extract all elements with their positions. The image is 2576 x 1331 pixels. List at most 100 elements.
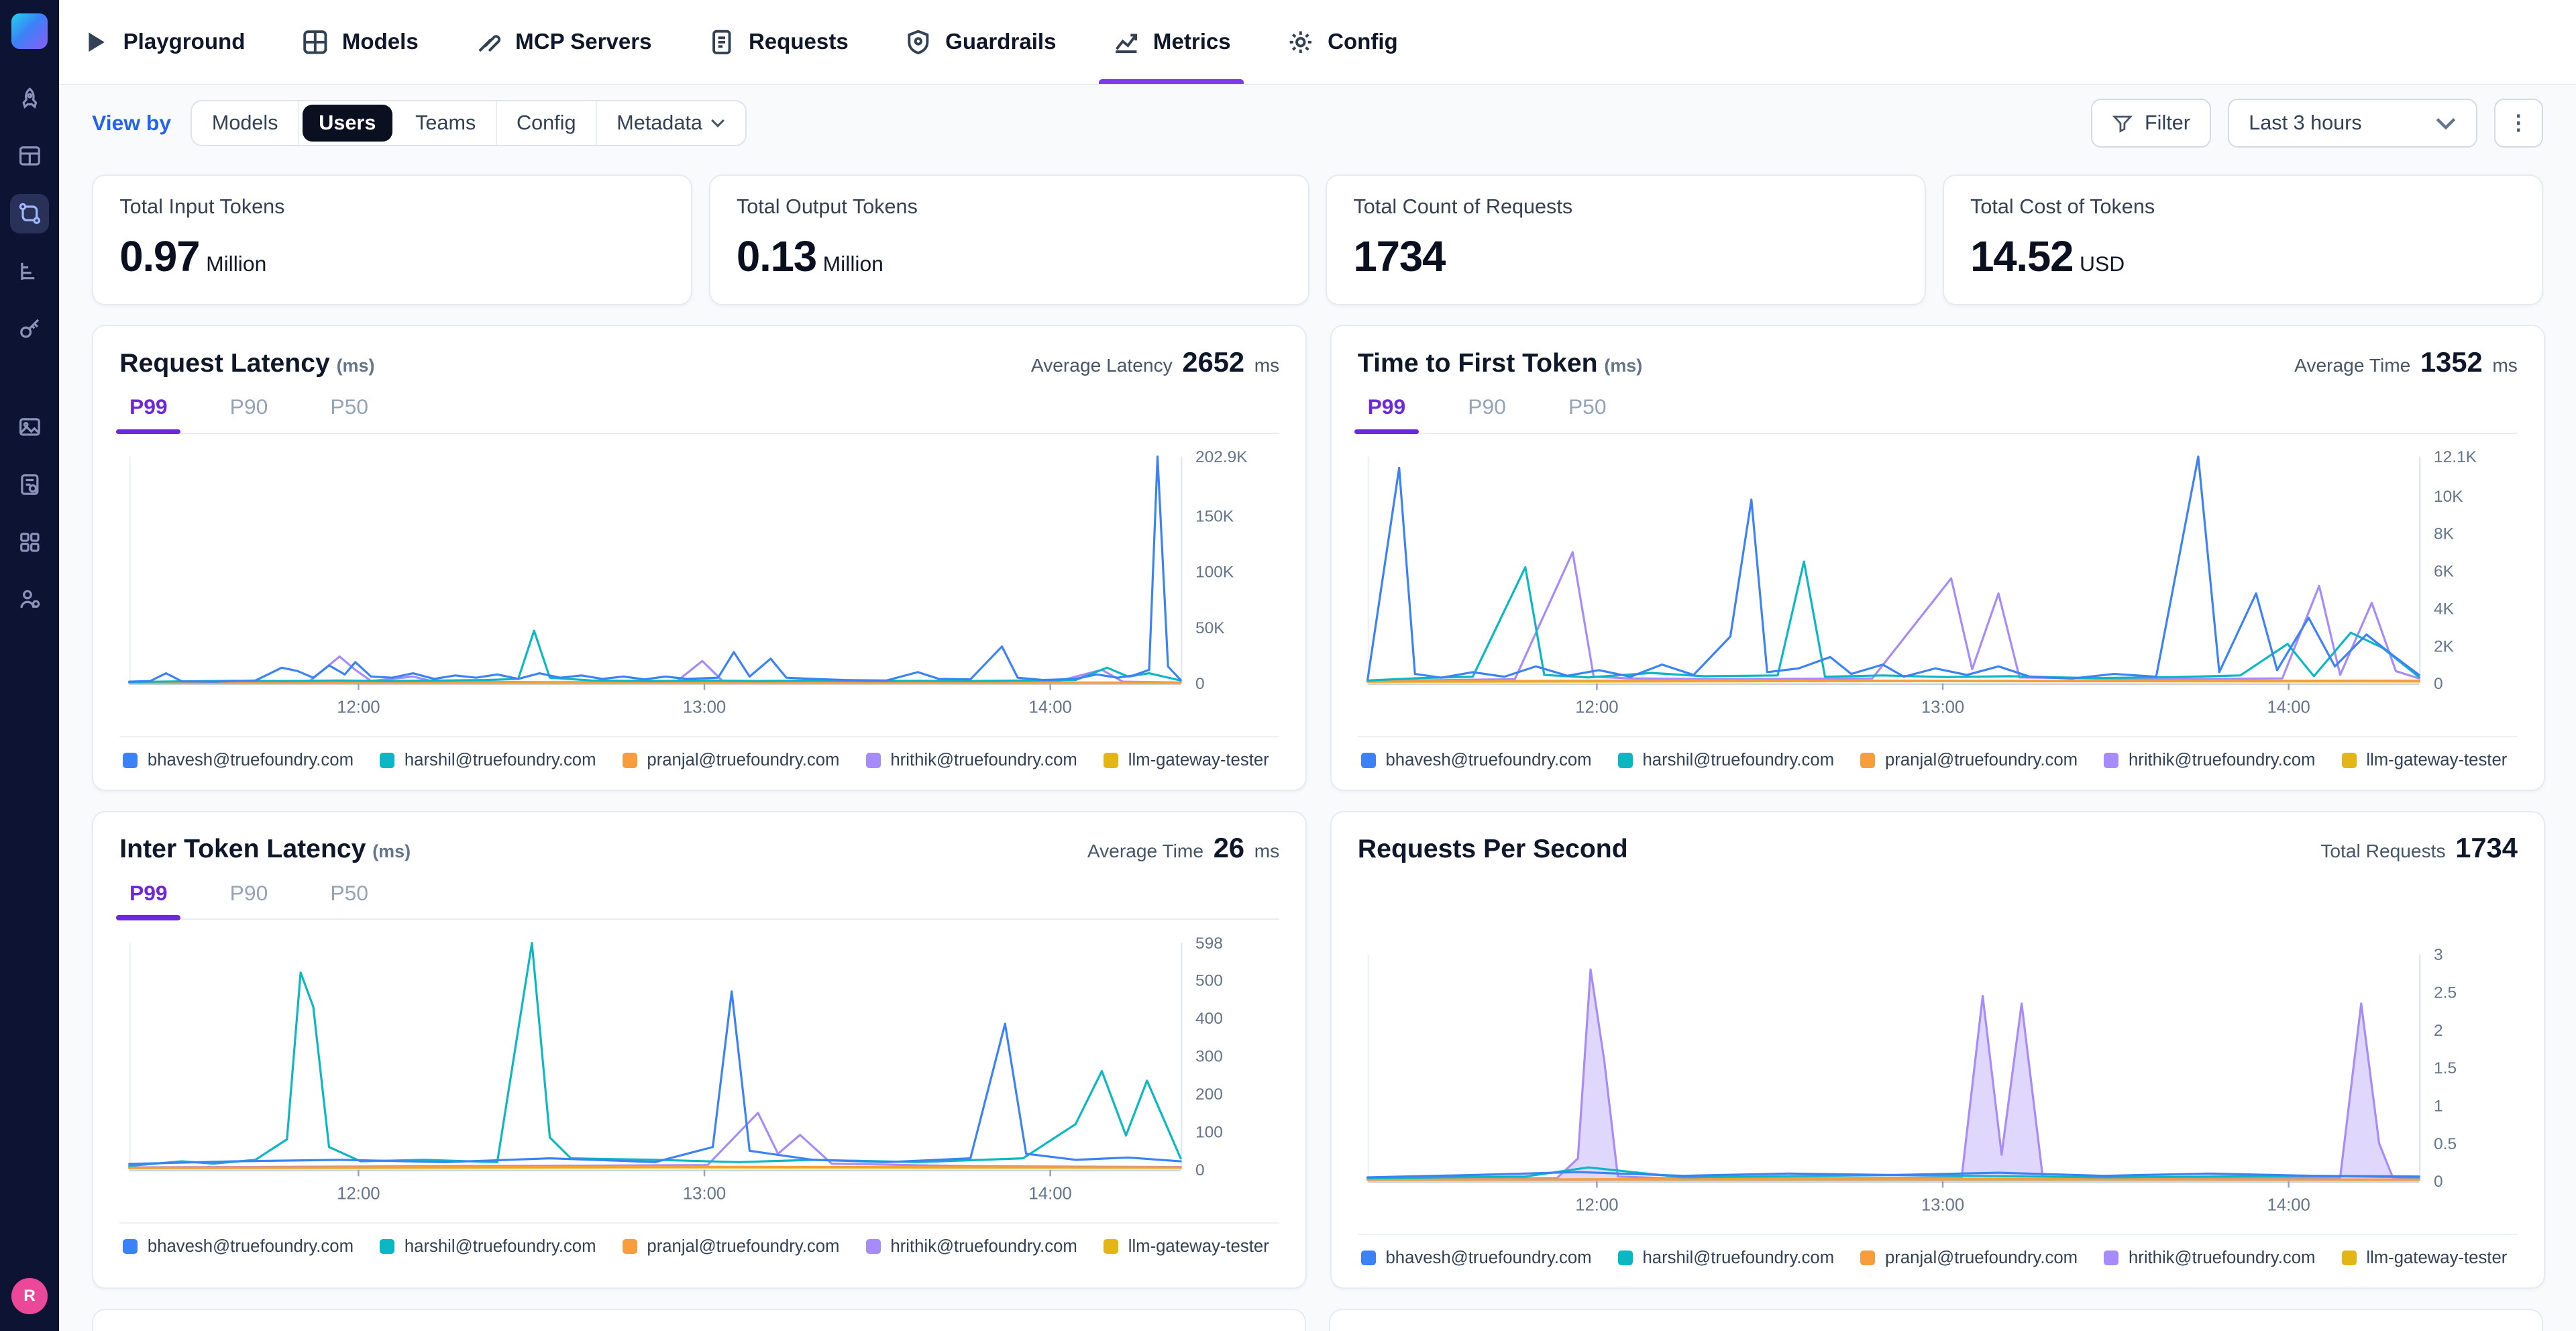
brand-logo[interactable] (11, 13, 48, 50)
tab-mcp-servers[interactable]: MCP Servers (474, 0, 651, 84)
rocket-icon[interactable] (10, 79, 50, 119)
legend-label: pranjal@truefoundry.com (647, 750, 840, 769)
apps-grid-icon[interactable] (10, 523, 50, 562)
models-table-icon[interactable] (10, 136, 50, 176)
legend-swatch-icon (1104, 1239, 1119, 1255)
partial-chart-card (92, 1308, 1306, 1331)
ptab-p50[interactable]: P50 (1568, 394, 1607, 419)
ptab-p99[interactable]: P99 (116, 881, 181, 920)
hierarchy-tree-icon[interactable] (10, 252, 50, 291)
legend-swatch-icon (1860, 753, 1876, 768)
tab-guardrails[interactable]: Guardrails (904, 0, 1056, 84)
legend-label: hrithik@truefoundry.com (2128, 750, 2316, 769)
legend-label: harshil@truefoundry.com (404, 750, 596, 769)
charts-row-1: Request Latency (ms) Average Latency 2652 m… (92, 325, 2546, 792)
legend-item[interactable]: llm-gateway-tester (1104, 751, 1269, 770)
viewby-option-metadata[interactable]: Metadata (597, 101, 745, 144)
svg-text:12:00: 12:00 (337, 698, 380, 717)
legend-label: bhavesh@truefoundry.com (147, 1236, 354, 1256)
stat-unit: USD (2080, 251, 2125, 276)
legend-item[interactable]: bhavesh@truefoundry.com (123, 1237, 354, 1257)
svg-text:12:00: 12:00 (1575, 1196, 1618, 1215)
filter-button[interactable]: Filter (2090, 98, 2212, 148)
ptab-p99[interactable]: P99 (116, 394, 181, 435)
chart-card-inter-token-latency: Inter Token Latency (ms) Average Time 26 ms… (92, 810, 1307, 1289)
viewby-option-label: Metadata (616, 111, 702, 135)
legend-item[interactable]: bhavesh@truefoundry.com (123, 751, 354, 770)
svg-text:300: 300 (1195, 1047, 1223, 1065)
user-settings-icon[interactable] (10, 580, 50, 619)
request-logs-icon[interactable] (10, 465, 50, 504)
legend-item[interactable]: pranjal@truefoundry.com (622, 1237, 839, 1257)
stat-unit: Million (822, 251, 883, 276)
viewby-option-config[interactable]: Config (497, 101, 597, 145)
user-avatar[interactable]: R (11, 1278, 48, 1315)
tab-playground[interactable]: Playground (82, 0, 245, 84)
svg-text:14:00: 14:00 (2267, 698, 2310, 717)
legend-swatch-icon (622, 753, 637, 768)
tab-metrics[interactable]: Metrics (1099, 0, 1244, 85)
stat-value: 14.52 (1970, 232, 2074, 280)
legend-label: pranjal@truefoundry.com (1885, 750, 2078, 769)
ptab-p90[interactable]: P90 (229, 394, 268, 419)
svg-text:12:00: 12:00 (1575, 698, 1618, 717)
metrics-content: Total Input Tokens 0.97 Million Total Out… (59, 161, 2576, 1331)
svg-text:13:00: 13:00 (683, 1184, 726, 1203)
ptab-p99[interactable]: P99 (1354, 394, 1419, 435)
filter-label: Filter (2144, 111, 2190, 135)
legend-item[interactable]: bhavesh@truefoundry.com (1360, 1248, 1592, 1268)
chart-card-requests-per-second: Requests Per Second Total Requests 1734 3… (1330, 810, 2546, 1289)
stat-title: Total Count of Requests (1353, 195, 1573, 218)
tab-models[interactable]: Models (301, 0, 419, 84)
request-latency-chart: 202.9K 150K 100K 50K 0 12:00 13:00 14:00 (119, 443, 1279, 733)
legend-item[interactable]: hrithik@truefoundry.com (865, 751, 1077, 770)
ptab-p50[interactable]: P50 (330, 880, 368, 905)
more-options-button[interactable]: ⋮ (2493, 98, 2544, 148)
legend-item[interactable]: bhavesh@truefoundry.com (1360, 751, 1592, 770)
ptab-p50[interactable]: P50 (330, 394, 368, 419)
chart-title: Request Latency (ms) (119, 348, 375, 378)
time-range-select[interactable]: Last 3 hours (2227, 98, 2478, 148)
legend-label: llm-gateway-tester (2366, 750, 2508, 769)
svg-text:150K: 150K (1195, 508, 1234, 526)
legend-item[interactable]: llm-gateway-tester (1104, 1237, 1269, 1257)
legend-swatch-icon (2341, 1250, 2357, 1266)
legend-label: hrithik@truefoundry.com (2128, 1248, 2316, 1267)
legend-swatch-icon (123, 1239, 138, 1255)
viewby-option-teams[interactable]: Teams (396, 101, 497, 145)
legend-item[interactable]: hrithik@truefoundry.com (2104, 751, 2315, 770)
key-icon[interactable] (10, 309, 50, 348)
tab-requests[interactable]: Requests (708, 0, 849, 84)
svg-text:598: 598 (1195, 935, 1223, 953)
legend-item[interactable]: pranjal@truefoundry.com (1860, 751, 2078, 770)
legend-item[interactable]: harshil@truefoundry.com (1617, 751, 1834, 770)
legend-item[interactable]: hrithik@truefoundry.com (2104, 1248, 2315, 1268)
chart-legend: bhavesh@truefoundry.com harshil@truefound… (119, 1222, 1280, 1266)
ptab-p90[interactable]: P90 (1468, 394, 1506, 419)
legend-item[interactable]: llm-gateway-tester (2341, 750, 2508, 770)
gateway-flow-icon[interactable] (9, 193, 50, 233)
tab-config[interactable]: Config (1287, 0, 1398, 84)
svg-text:0: 0 (1195, 1161, 1205, 1179)
chevron-down-icon (711, 119, 725, 128)
svg-text:100K: 100K (1195, 564, 1234, 582)
stat-unit: Million (206, 251, 267, 276)
legend-swatch-icon (1104, 753, 1119, 768)
chart-stat: Average Time 26 ms (1087, 832, 1280, 864)
viewby-option-users[interactable]: Users (302, 105, 392, 142)
requests-per-second-chart: 3 2.5 2 1.5 1 0.5 0 12:00 13:00 14:00 (1358, 941, 2518, 1230)
inter-token-latency-chart: 598 500 400 300 200 100 0 12:00 13:00 14:00 (119, 930, 1279, 1219)
gallery-icon[interactable] (10, 407, 50, 447)
legend-item[interactable]: harshil@truefoundry.com (1617, 1248, 1834, 1268)
legend-item[interactable]: llm-gateway-tester (2341, 1248, 2507, 1268)
svg-text:10K: 10K (2434, 488, 2463, 506)
legend-item[interactable]: pranjal@truefoundry.com (622, 750, 840, 770)
legend-item[interactable]: harshil@truefoundry.com (380, 751, 596, 770)
legend-item[interactable]: harshil@truefoundry.com (380, 1237, 596, 1257)
legend-item[interactable]: pranjal@truefoundry.com (1860, 1248, 2078, 1268)
svg-text:2.5: 2.5 (2434, 984, 2457, 1002)
chart-title: Inter Token Latency (ms) (119, 835, 411, 864)
legend-item[interactable]: hrithik@truefoundry.com (865, 1237, 1077, 1257)
viewby-option-models[interactable]: Models (192, 101, 299, 145)
ptab-p90[interactable]: P90 (229, 880, 268, 905)
